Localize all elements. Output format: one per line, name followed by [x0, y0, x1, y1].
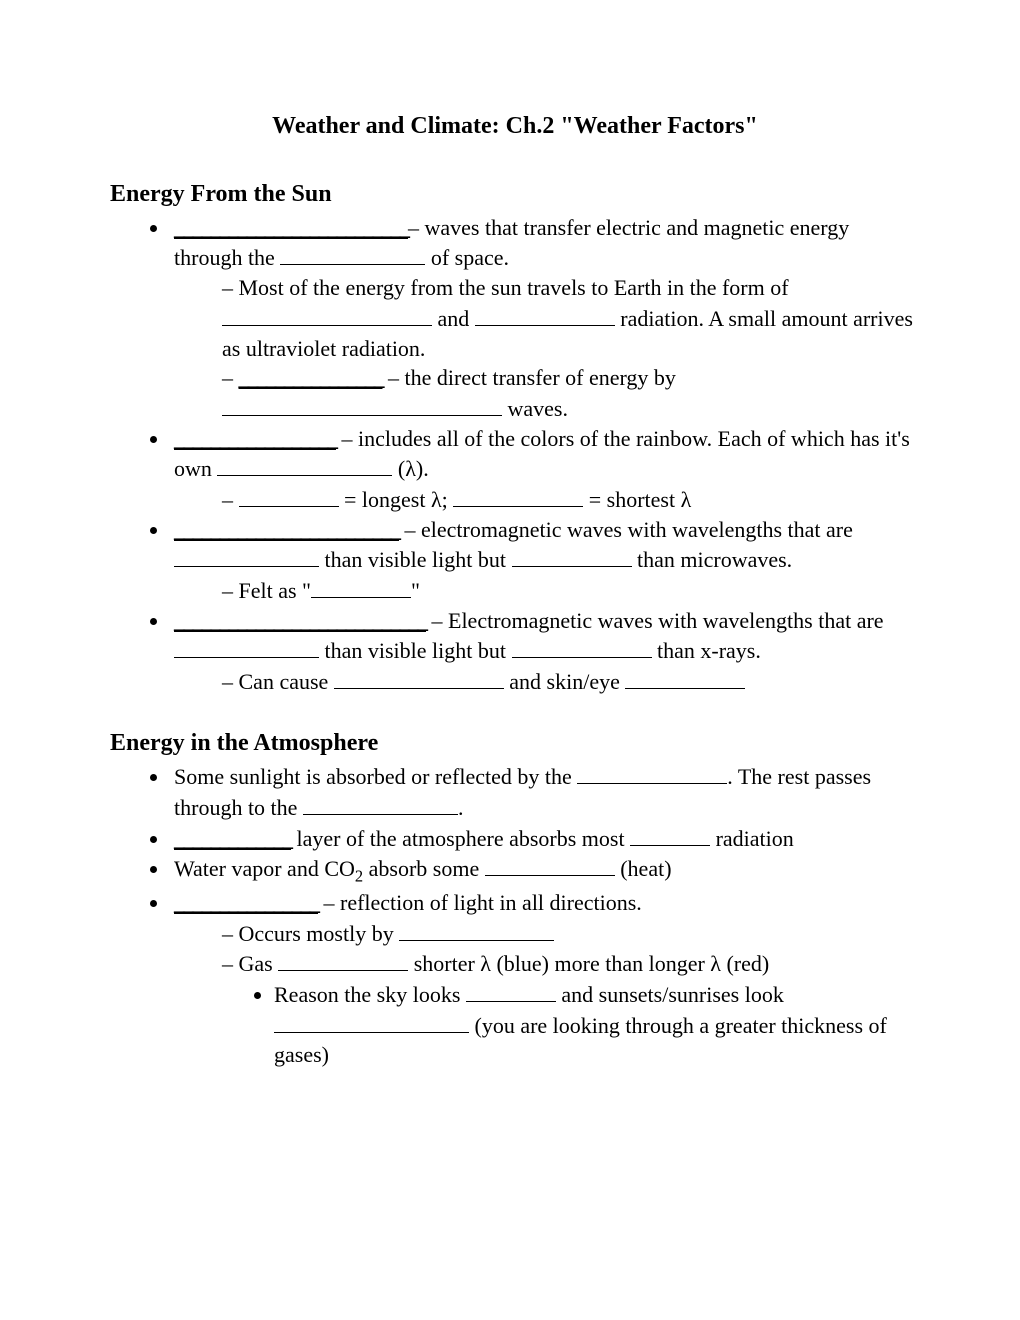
sun-list: __________________________– waves that t…	[110, 213, 920, 697]
text: Reason the sky looks	[274, 982, 466, 1007]
sun-item-2-sub-1: = longest λ; = shortest λ	[222, 484, 920, 515]
text: absorb some	[363, 856, 485, 881]
text: than x-rays.	[652, 638, 761, 663]
text: of space.	[425, 245, 509, 270]
blank	[334, 666, 504, 689]
text: (heat)	[615, 856, 672, 881]
sun-item-1-sub-2: ________________ – the direct transfer o…	[222, 363, 920, 423]
blank	[239, 484, 339, 507]
blank	[512, 635, 652, 658]
blank-bold: ________________	[239, 365, 383, 390]
blank-bold: _________________________	[174, 517, 399, 542]
blank-bold: __________________________	[174, 215, 408, 240]
blank	[274, 1010, 469, 1033]
atm-item-1: Some sunlight is absorbed or reflected b…	[170, 761, 920, 822]
blank-bold: ________________	[174, 890, 318, 915]
text: than visible light but	[319, 547, 512, 572]
blank	[625, 666, 745, 689]
sun-item-1: __________________________– waves that t…	[170, 213, 920, 424]
sun-item-1-sub-1: Most of the energy from the sun travels …	[222, 273, 920, 363]
blank	[278, 948, 408, 971]
blank	[399, 918, 554, 941]
atm-item-3: Water vapor and CO2 absorb some (heat)	[170, 853, 920, 888]
blank	[512, 544, 632, 567]
text: Felt as "	[239, 578, 312, 603]
section-heading-sun: Energy From the Sun	[110, 178, 920, 210]
sun-item-4: ____________________________ – Electroma…	[170, 606, 920, 697]
blank-bold: ____________________________	[174, 608, 426, 633]
text: than microwaves.	[632, 547, 793, 572]
text: and	[432, 306, 475, 331]
text: – Electromagnetic waves with wavelengths…	[426, 608, 884, 633]
atm-item-2: _____________ layer of the atmosphere ab…	[170, 823, 920, 854]
blank	[630, 823, 710, 846]
blank	[303, 792, 458, 815]
text: than visible light but	[319, 638, 512, 663]
page-title: Weather and Climate: Ch.2 "Weather Facto…	[110, 110, 920, 142]
text: Most of the energy from the sun travels …	[239, 275, 789, 300]
blank-bold: __________________	[174, 426, 336, 451]
atm-item-4: ________________ – reflection of light i…	[170, 888, 920, 1070]
blank	[577, 761, 727, 784]
text: Occurs mostly by	[239, 921, 400, 946]
atm-item-4-sub-2-sub-1: Reason the sky looks and sunsets/sunrise…	[274, 979, 920, 1070]
text: – the direct transfer of energy by	[383, 365, 676, 390]
text: layer of the atmosphere absorbs most	[291, 826, 630, 851]
text: and sunsets/sunrises look	[556, 982, 784, 1007]
atmosphere-list: Some sunlight is absorbed or reflected b…	[110, 761, 920, 1070]
text: waves.	[502, 396, 568, 421]
text: – electromagnetic waves with wavelengths…	[399, 517, 853, 542]
blank	[453, 484, 583, 507]
text: – reflection of light in all directions.	[318, 890, 642, 915]
text: .	[458, 795, 464, 820]
blank	[466, 979, 556, 1002]
sun-item-2: __________________ – includes all of the…	[170, 424, 920, 515]
blank	[174, 544, 319, 567]
atm-item-4-sub-1: Occurs mostly by	[222, 918, 920, 949]
sun-item-3: _________________________ – electromagne…	[170, 515, 920, 606]
blank	[222, 303, 432, 326]
blank-bold: _____________	[174, 826, 291, 851]
blank	[280, 242, 425, 265]
atm-item-4-sub-2: Gas shorter λ (blue) more than longer λ …	[222, 948, 920, 1070]
blank	[222, 393, 502, 416]
text: Gas	[239, 951, 279, 976]
text: Some sunlight is absorbed or reflected b…	[174, 764, 577, 789]
blank	[475, 303, 615, 326]
text: and skin/eye	[504, 669, 626, 694]
text: shorter λ (blue) more than longer λ (red…	[408, 951, 769, 976]
blank	[485, 853, 615, 876]
blank	[217, 453, 392, 476]
blank	[311, 575, 411, 598]
sun-item-3-sub-1: Felt as " "	[222, 575, 920, 606]
sun-item-4-sub-1: Can cause and skin/eye	[222, 666, 920, 697]
text: Can cause	[239, 669, 334, 694]
blank	[174, 635, 319, 658]
text: "	[411, 578, 420, 603]
text: = shortest λ	[583, 487, 691, 512]
text: (λ).	[392, 456, 428, 481]
section-heading-atmosphere: Energy in the Atmosphere	[110, 727, 920, 759]
text: radiation	[710, 826, 794, 851]
text: Water vapor and CO	[174, 856, 355, 881]
subscript-2: 2	[355, 867, 363, 886]
text: = longest λ;	[339, 487, 454, 512]
